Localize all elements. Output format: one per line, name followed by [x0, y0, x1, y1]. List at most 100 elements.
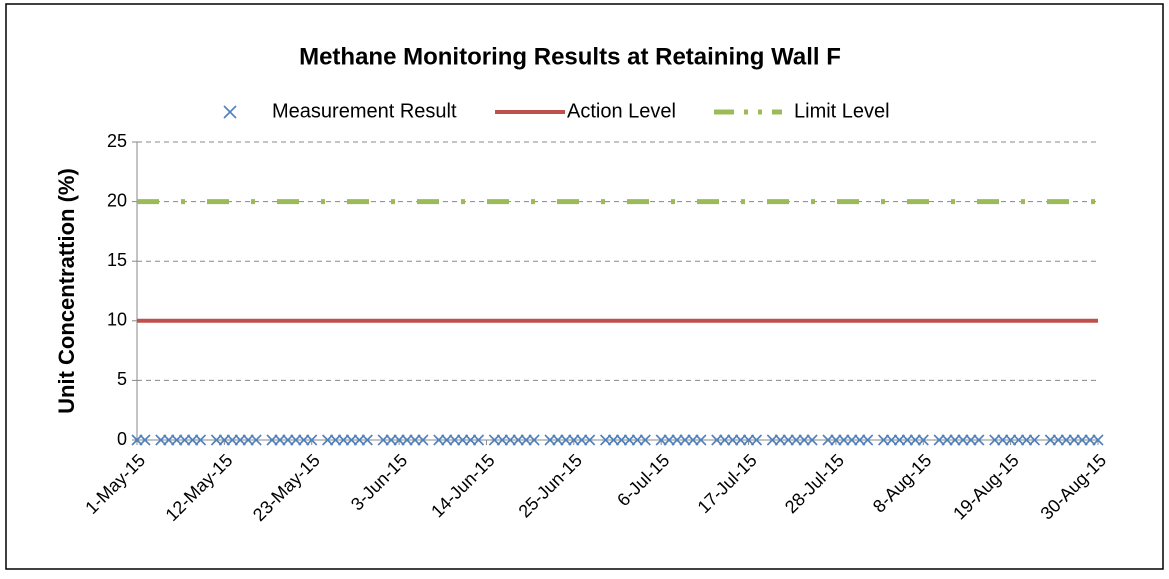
- marker: [496, 434, 508, 446]
- marker: [862, 434, 874, 446]
- marker: [163, 434, 175, 446]
- marker: [465, 434, 477, 446]
- marker: [472, 434, 485, 446]
- marker: [1060, 434, 1072, 446]
- marker: [893, 434, 906, 446]
- marker: [965, 434, 977, 446]
- marker: [226, 434, 238, 446]
- marker: [615, 434, 628, 446]
- marker: [727, 434, 739, 446]
- y-axis-label: Unit Concentrattion (%): [54, 168, 79, 414]
- marker: [679, 434, 691, 446]
- marker: [290, 434, 302, 446]
- marker: [218, 434, 230, 446]
- marker: [854, 434, 866, 446]
- marker: [1068, 434, 1080, 446]
- marker: [155, 434, 167, 446]
- marker: [671, 434, 683, 446]
- marker: [1013, 434, 1025, 446]
- marker: [719, 434, 731, 446]
- y-tick-label: 15: [107, 250, 127, 270]
- marker: [631, 434, 643, 446]
- marker: [711, 434, 723, 446]
- marker: [282, 434, 294, 446]
- marker: [806, 434, 818, 446]
- marker: [901, 434, 913, 446]
- marker: [885, 434, 898, 446]
- marker: [639, 434, 651, 446]
- y-tick-label: 0: [117, 429, 127, 449]
- marker: [687, 434, 699, 446]
- legend-label: Measurement Result: [272, 100, 457, 122]
- marker: [623, 434, 635, 446]
- marker: [139, 434, 151, 446]
- marker: [337, 434, 350, 446]
- marker: [528, 434, 540, 446]
- marker: [838, 434, 850, 446]
- marker: [409, 434, 421, 446]
- marker: [1076, 434, 1088, 446]
- marker: [766, 434, 778, 446]
- marker: [576, 434, 588, 446]
- marker: [957, 434, 969, 446]
- marker: [774, 434, 786, 446]
- marker: [877, 434, 890, 446]
- marker: [798, 434, 810, 446]
- marker: [504, 434, 516, 446]
- marker: [457, 434, 469, 446]
- chart-title: Methane Monitoring Results at Retaining …: [299, 43, 841, 70]
- marker: [401, 434, 413, 446]
- marker: [742, 434, 755, 446]
- y-tick-label: 20: [107, 190, 127, 210]
- marker: [997, 434, 1009, 446]
- marker: [322, 434, 334, 446]
- marker: [234, 434, 246, 446]
- marker: [449, 434, 461, 446]
- y-tick-label: 10: [107, 310, 127, 330]
- marker: [989, 434, 1001, 446]
- legend-label: Action Level: [567, 100, 676, 122]
- marker: [949, 434, 961, 446]
- legend-marker: [223, 105, 237, 119]
- marker: [512, 434, 524, 446]
- marker: [735, 434, 747, 446]
- marker: [210, 434, 222, 446]
- marker: [1084, 434, 1096, 446]
- marker: [790, 434, 802, 446]
- marker: [782, 434, 794, 446]
- marker: [1052, 434, 1064, 446]
- marker: [433, 434, 445, 446]
- marker: [520, 434, 532, 446]
- marker: [242, 434, 254, 446]
- marker: [266, 434, 278, 446]
- marker: [933, 434, 945, 446]
- marker: [179, 434, 191, 446]
- y-tick-label: 25: [107, 131, 127, 151]
- marker: [345, 434, 358, 446]
- chart-border: [5, 3, 1164, 570]
- marker: [1020, 434, 1033, 446]
- marker: [187, 434, 199, 446]
- marker: [194, 434, 207, 446]
- marker: [1005, 434, 1017, 446]
- marker: [274, 434, 286, 446]
- marker: [298, 434, 310, 446]
- marker: [600, 434, 612, 446]
- marker: [393, 434, 405, 446]
- marker: [544, 434, 556, 446]
- marker: [306, 434, 318, 446]
- marker: [377, 434, 389, 446]
- marker: [846, 434, 858, 446]
- marker: [488, 434, 500, 446]
- marker: [941, 434, 953, 446]
- marker: [171, 434, 183, 446]
- marker: [750, 434, 763, 446]
- marker: [329, 434, 342, 446]
- marker: [655, 434, 667, 446]
- marker: [695, 434, 707, 446]
- marker: [131, 434, 143, 446]
- marker: [822, 434, 834, 446]
- marker: [385, 434, 397, 446]
